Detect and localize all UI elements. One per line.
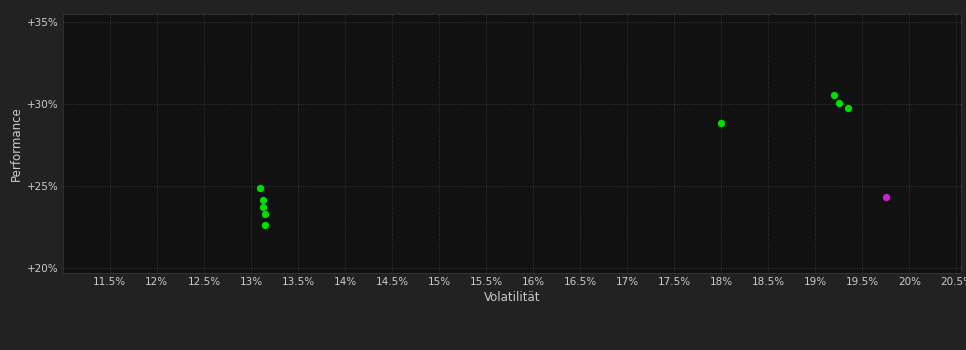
Point — [253, 185, 269, 190]
Point — [878, 194, 894, 199]
Point — [257, 222, 272, 228]
Point — [257, 211, 272, 217]
Y-axis label: Performance: Performance — [10, 106, 23, 181]
Point — [255, 204, 270, 209]
Point — [840, 105, 856, 111]
X-axis label: Volatilität: Volatilität — [484, 291, 540, 304]
Point — [255, 197, 270, 203]
Point — [831, 100, 846, 105]
Point — [714, 120, 729, 126]
Point — [827, 92, 842, 98]
